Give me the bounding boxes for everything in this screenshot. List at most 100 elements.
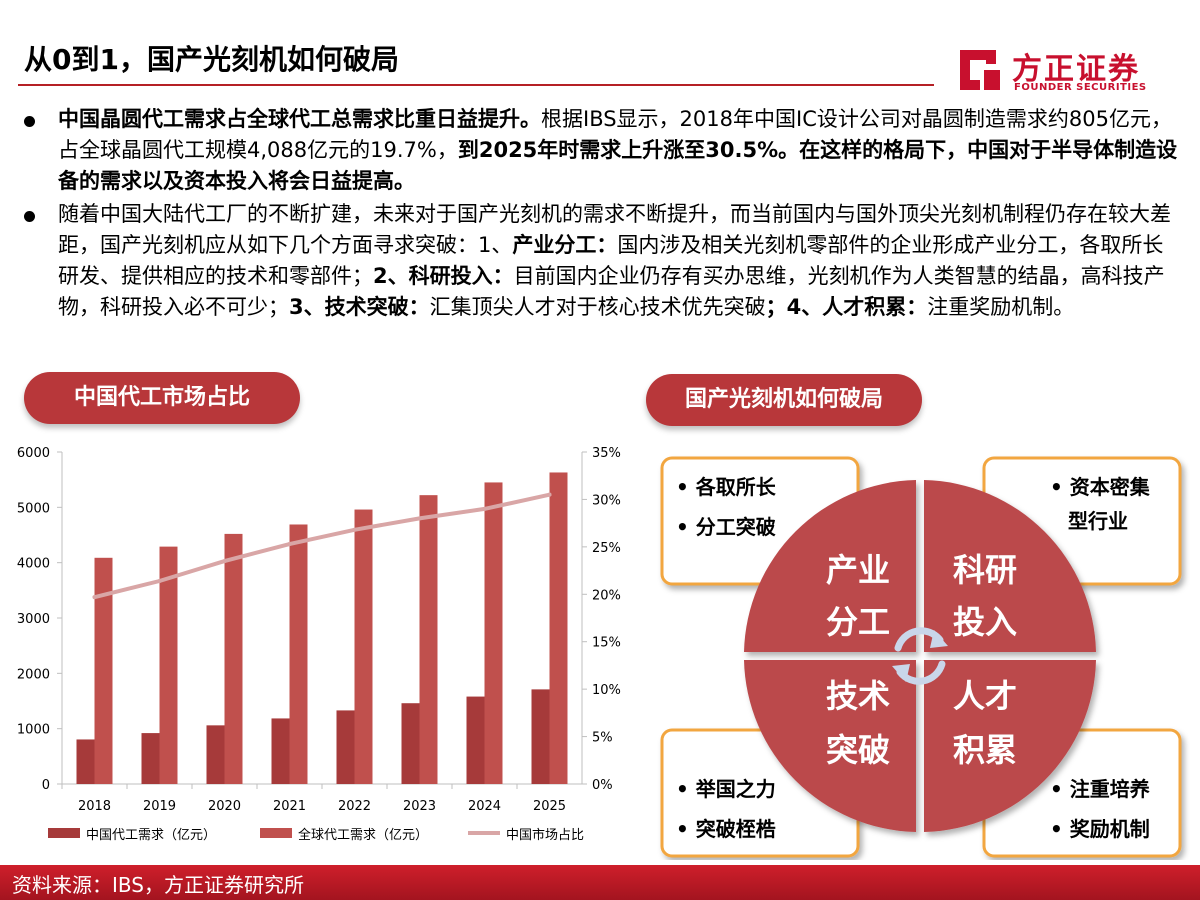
bar-0-2022 [336,710,355,784]
chart-section-label: 中国代工市场占比 [24,372,300,424]
legend-label-0: 中国代工需求（亿元） [86,828,216,843]
bar-1-2024 [484,482,503,784]
line-point-2021 [287,542,292,547]
legend-label-1: 全球代工需求（亿元） [298,827,428,843]
quadrant-bottom-left [744,660,916,832]
bullet-list: 中国晶圆代工需求占全球代工总需求比重日益提升。根据IBS显示，2018年中国IC… [18,104,1178,325]
legend-swatch-1 [260,828,292,838]
bullet-seg: ；4、人才积累： [765,295,928,319]
source-bar: 资料来源：IBS，方正证券研究所 [0,865,1200,900]
box-3-item-2: • 突破桎梏 [676,817,776,841]
breakthrough-diagram: 产业 分工 科研 投入 技术 突破 人才 积累 • 各取所长 • 分工突破 • … [660,456,1182,858]
bar-1-2019 [159,546,178,784]
y-left-tick-label: 0 [42,778,50,793]
bullet-seg: 中国晶圆代工需求占全球代工总需求比重日益提升。 [58,107,541,131]
y-left-tick-label: 6000 [17,446,50,461]
y-right-tick-label: 10% [592,683,621,698]
quadrant-2-line1: 科研 [953,551,1017,589]
quadrant-3-line2: 突破 [826,731,890,769]
bullet-seg: 目前国内企业仍存有买办思维，光刻机作为人类智慧的结晶，高科技产物，科研投入必不可… [58,264,1165,319]
page-title: 从0到1，国产光刻机如何破局 [24,43,399,76]
line-point-2018 [92,595,97,600]
legend-swatch-0 [48,828,80,838]
bar-0-2025 [531,689,550,784]
bar-0-2021 [271,718,290,784]
bullet-seg: 3、技术突破： [289,295,430,319]
quadrant-top-right [924,480,1096,652]
source-text: 资料来源：IBS，方正证券研究所 [12,873,304,897]
bullet-seg: 根据IBS显示，2018年中国IC设计公司对晶圆制造需求约805亿元，占全球晶圆… [58,107,1172,162]
bar-0-2018 [76,739,95,784]
bullet-seg: 2、科研投入： [373,264,514,288]
box-1-item-1: • 各取所长 [676,475,777,499]
box-2-item-1: • 资本密集 [1050,475,1151,499]
quadrant-4-line2: 积累 [953,731,1017,769]
line-point-2023 [417,516,422,521]
bar-1-2020 [224,533,243,784]
company-logo: 方正证券 FOUNDER SECURITIES [956,44,1176,100]
y-left-tick-label: 2000 [17,667,50,682]
x-tick-label: 2020 [208,799,241,814]
bullet-seg: 随着中国大陆代工厂的不断扩建，未来对于国产光刻机的需求不断提升，而当前国内与国外… [58,202,1171,257]
bullet-item-breakthrough: 随着中国大陆代工厂的不断扩建，未来对于国产光刻机的需求不断提升，而当前国内与国外… [18,199,1178,323]
bar-1-2018 [94,557,113,784]
legend-label-2: 中国市场占比 [506,827,584,843]
line-series-2 [92,492,552,600]
quadrant-2-line2: 投入 [953,603,1017,641]
title-divider [18,84,934,86]
box-4-item-2: • 奖励机制 [1050,817,1150,841]
x-tick-label: 2023 [403,799,436,814]
y-right-tick-label: 30% [592,493,621,508]
bar-1-2025 [549,472,568,784]
bullet-dot-icon [24,116,35,127]
y-right-tick-label: 25% [592,541,621,556]
quadrant-1-line2: 分工 [826,603,890,641]
y-right-tick-label: 15% [592,636,621,651]
bar-1-2023 [419,495,438,784]
quadrant-4-line1: 人才 [953,677,1017,715]
box-3-item-1: • 举国之力 [676,777,776,801]
bullet-seg: 国内涉及相关光刻机零部件的企业形成产业分工，各取所长研发、提供相应的技术和零部件… [58,233,1164,288]
box-2-item-2: 型行业 [1068,509,1128,533]
bar-0-2019 [141,733,160,784]
quadrant-top-left [744,480,916,652]
y-right-tick-label: 5% [592,731,613,746]
line-point-2020 [222,559,227,564]
bar-0-2020 [206,725,225,784]
logo-english-name: FOUNDER SECURITIES [1014,82,1147,93]
y-left-tick-label: 4000 [17,557,50,572]
bullet-seg: 注重奖励机制。 [927,295,1075,319]
y-right-tick-label: 0% [592,778,613,793]
y-left-tick-label: 1000 [17,723,50,738]
x-tick-label: 2019 [143,799,176,814]
quadrant-bottom-right [924,660,1096,832]
y-right-tick-label: 20% [592,588,621,603]
bullet-item-demand: 中国晶圆代工需求占全球代工总需求比重日益提升。根据IBS显示，2018年中国IC… [18,104,1178,197]
line-point-2025 [547,492,552,497]
logo-chinese-name: 方正证券 [1012,52,1140,87]
quadrant-1-line1: 产业 [826,551,890,589]
market-share-chart: 0 1000 2000 3000 4000 5000 6000 0% 5% 10% 15% 20% 25… [17,446,621,843]
y-left-tick-label: 5000 [17,501,50,516]
y-left-tick-label: 3000 [17,612,50,627]
line-point-2024 [482,506,487,511]
diagram-section-label: 国产光刻机如何破局 [646,374,922,426]
bullet-seg: 汇集顶尖人才对于核心技术优先突破 [429,295,766,319]
quadrant-3-line1: 技术 [826,677,890,715]
bar-0-2024 [466,696,485,784]
bar-0-2023 [401,703,420,784]
arrowhead-icon [930,630,948,648]
bullet-dot-icon [24,211,35,222]
line-point-2022 [352,527,357,532]
bullet-seg: 产业分工： [512,233,618,257]
x-tick-label: 2024 [468,799,501,814]
box-4-item-1: • 注重培养 [1050,777,1150,801]
box-1-item-2: • 分工突破 [676,515,776,539]
bar-1-2022 [354,509,373,784]
arrowhead-icon [892,664,910,682]
y-right-tick-label: 35% [592,446,621,461]
logo-mark-icon [960,50,1000,90]
x-tick-label: 2025 [533,799,566,814]
line-point-2019 [157,579,162,584]
bar-1-2021 [289,524,308,784]
